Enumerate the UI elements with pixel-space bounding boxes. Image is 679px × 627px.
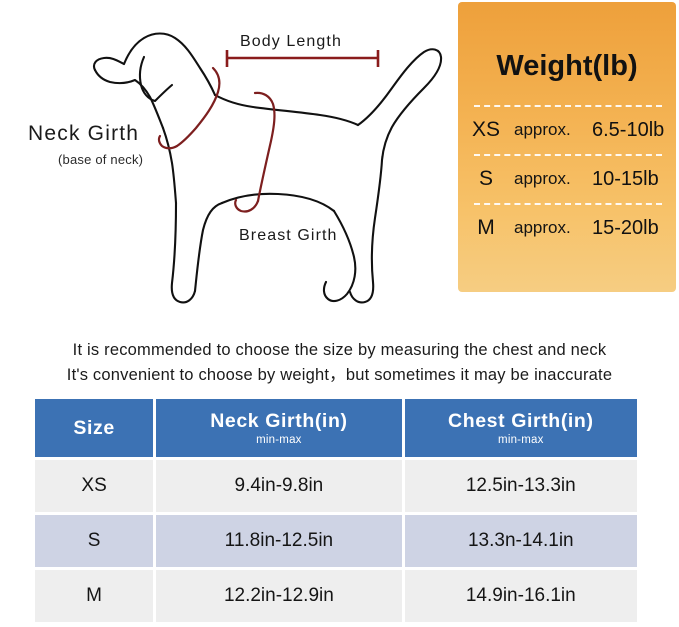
table-row: XS 9.4in-9.8in 12.5in-13.3in [35,460,637,512]
weight-row: M approx. 15-20lb [458,204,676,252]
body-length-label: Body Length [240,33,342,50]
dog-head-top-path [92,32,217,97]
neck-girth-sublabel: (base of neck) [58,152,144,167]
dog-chest-path [161,126,178,205]
neck-girth-curve [175,66,221,148]
weight-row-value: 6.5-10lb [592,118,665,141]
cell-neck: 12.2in-12.9in [156,570,402,622]
body-length-measure-bar [225,50,380,67]
dog-rear-leg-near-path [322,209,357,303]
cell-neck: 11.8in-12.5in [156,515,402,567]
cell-chest: 14.9in-16.1in [404,570,637,622]
cell-neck: 9.4in-9.8in [156,460,402,512]
cell-chest: 13.3n-14.1in [404,515,637,567]
instruction-line-1: It is recommended to choose the size by … [72,341,607,359]
size-table-head: Size Neck Girth(in) min-max Chest Girth(… [35,399,637,457]
header-chest-girth: Chest Girth(in) min-max [404,399,637,457]
weight-divider-3 [474,203,662,205]
neck-girth-label: Neck Girth [28,122,140,145]
neck-girth-hook [157,134,179,150]
cell-size: S [35,515,154,567]
dog-jaw-path [93,68,165,130]
weight-row-value: 15-20lb [592,216,659,239]
header-neck-girth: Neck Girth(in) min-max [156,399,402,457]
weight-divider-1 [474,105,662,107]
weight-row-approx: approx. [514,120,571,139]
weight-row-size: S [478,167,493,190]
dog-tail-path [356,48,443,162]
table-row: M 12.2in-12.9in 14.9in-16.1in [35,570,637,622]
breast-girth-hook [234,198,260,213]
weight-row-size: XS [471,118,500,141]
dog-front-leg-near-path [170,201,197,304]
size-table: Size Neck Girth(in) min-max Chest Girth(… [32,396,640,625]
header-neck-girth-sub: min-max [256,433,302,446]
dog-rear-leg-far-path [348,158,384,304]
cell-chest: 12.5in-13.3in [404,460,637,512]
weight-panel-title: Weight(lb) [496,50,638,82]
table-row: S 11.8in-12.5in 13.3n-14.1in [35,515,637,567]
weight-row-approx: approx. [514,218,571,237]
dog-outline-svg [92,32,443,304]
cell-size: M [35,570,154,622]
instructions-block: It is recommended to choose the size by … [0,338,679,388]
weight-row: S approx. 10-15lb [458,155,676,203]
weight-divider-2 [474,154,662,156]
instruction-line-2: It's convenient to choose by weight，but … [66,366,613,384]
weight-row: XS approx. 6.5-10lb [458,106,676,154]
cell-size: XS [35,460,154,512]
breast-girth-curve [253,91,276,203]
dog-belly-path [220,192,336,213]
weight-panel: Weight(lb) XS approx. 6.5-10lb S approx.… [458,2,676,292]
dog-back-path [213,93,360,127]
header-neck-girth-main: Neck Girth(in) [210,409,348,432]
dog-measurement-diagram: Neck Girth (base of neck) Body Length Br… [0,0,460,310]
weight-row-approx: approx. [514,169,571,188]
weight-row-size: M [477,216,495,239]
header-chest-girth-main: Chest Girth(in) [448,409,594,432]
size-table-body: XS 9.4in-9.8in 12.5in-13.3in S 11.8in-12… [35,460,637,622]
dog-ear-path [138,55,174,103]
header-size: Size [35,399,154,457]
weight-row-value: 10-15lb [592,167,659,190]
dog-front-leg-near-back-path [193,201,224,293]
header-size-main: Size [73,417,115,439]
header-chest-girth-sub: min-max [498,433,544,446]
size-table-header-row: Size Neck Girth(in) min-max Chest Girth(… [35,399,637,457]
breast-girth-label: Breast Girth [239,227,338,244]
